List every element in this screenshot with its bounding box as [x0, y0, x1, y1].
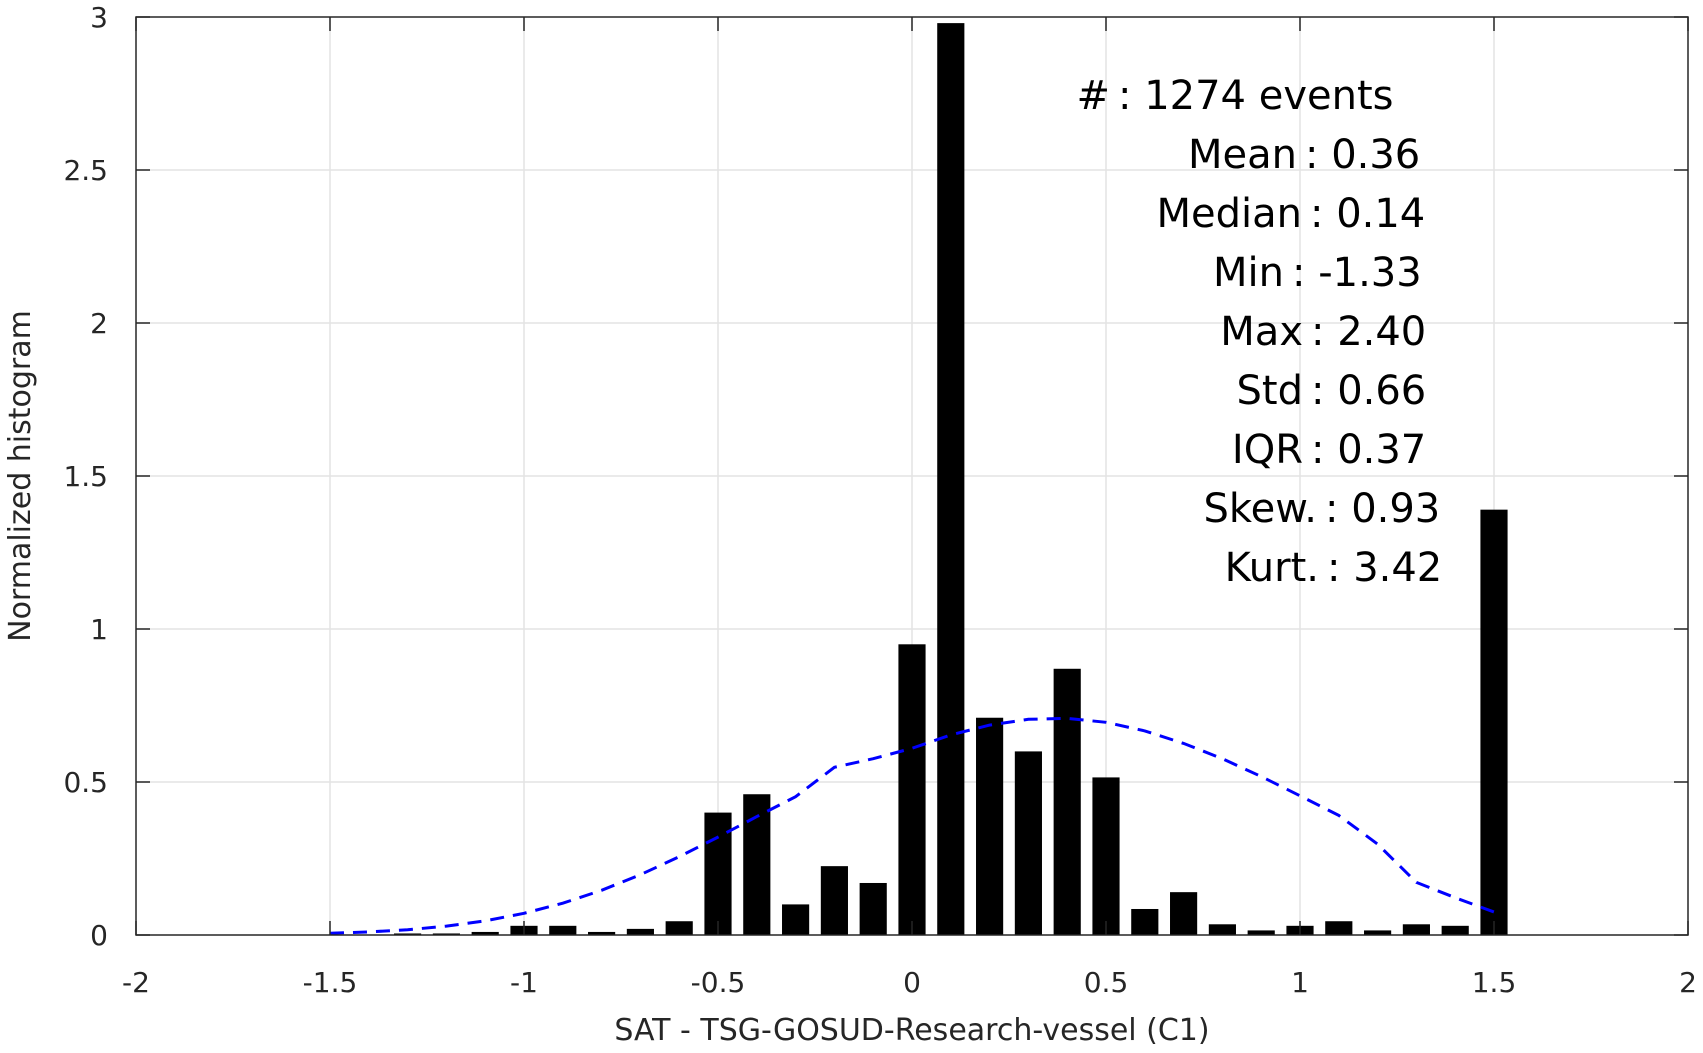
- histogram-bar: [1247, 930, 1275, 935]
- stat-value: : 0.37: [1311, 427, 1426, 473]
- y-tick-label: 1: [90, 613, 108, 646]
- y-axis-label: Normalized histogram: [3, 310, 38, 642]
- histogram-bar: [471, 931, 499, 935]
- stat-label: Std: [1237, 368, 1303, 414]
- stat-label: IQR: [1232, 427, 1303, 473]
- stat-label: Min: [1213, 250, 1284, 296]
- stat-value: : -1.33: [1292, 250, 1422, 296]
- x-tick-label: 0.5: [1084, 966, 1129, 999]
- histogram-bar: [898, 644, 926, 935]
- stat-label: Median: [1157, 191, 1303, 237]
- histogram-bar: [1208, 924, 1236, 935]
- histogram-bar: [1441, 925, 1469, 935]
- axes-box: [135, 16, 1689, 936]
- stat-value: : 3.42: [1327, 545, 1442, 591]
- histogram-bar: [1480, 509, 1508, 935]
- x-axis-label: SAT - TSG-GOSUD-Research-vessel (C1): [614, 1013, 1209, 1048]
- x-tick-labels: -2 -1.5 -1 -0.5 0 0.5 1 1.5 2: [122, 966, 1697, 999]
- histogram-bar: [1170, 892, 1198, 935]
- histogram-bar: [432, 933, 460, 935]
- histogram-bars: [394, 23, 1508, 936]
- histogram-bar: [782, 904, 810, 935]
- x-tick-label: 1.5: [1472, 966, 1517, 999]
- histogram-bar: [588, 931, 616, 935]
- y-tick-label: 3: [90, 1, 108, 34]
- histogram-bar: [937, 23, 965, 936]
- fit-line: [329, 716, 1495, 935]
- y-tick-label: 2.5: [63, 154, 108, 187]
- x-tick-label: 2: [1679, 966, 1697, 999]
- histogram-bar: [859, 882, 887, 935]
- x-tick-label: -1: [510, 966, 538, 999]
- histogram-bar: [549, 925, 577, 935]
- x-tick-label: -0.5: [691, 966, 746, 999]
- x-tick-label: -1.5: [303, 966, 358, 999]
- y-tick-label: 0.5: [63, 766, 108, 799]
- histogram-bar: [820, 866, 848, 935]
- stat-value: : 0.93: [1325, 486, 1440, 532]
- stat-value: : 2.40: [1311, 309, 1426, 355]
- stat-label: #: [1076, 73, 1110, 119]
- histogram-bar: [1053, 668, 1081, 935]
- x-tick-label: 0: [903, 966, 921, 999]
- histogram-bar: [1014, 751, 1042, 935]
- histogram-bar: [394, 933, 422, 935]
- stat-label: Max: [1220, 309, 1303, 355]
- stat-value: : 0.14: [1310, 191, 1425, 237]
- histogram-bar: [976, 717, 1004, 935]
- stat-value: : 0.66: [1311, 368, 1426, 414]
- histogram-bar: [1364, 930, 1392, 935]
- stat-label: Kurt.: [1225, 545, 1319, 591]
- histogram-bar: [626, 928, 654, 935]
- histogram-bar: [1092, 777, 1120, 935]
- histogram-bar: [1325, 921, 1353, 935]
- y-tick-label: 1.5: [63, 460, 108, 493]
- stat-value: : 1274 events: [1118, 73, 1393, 119]
- y-tick-label: 0: [90, 919, 108, 952]
- stat-label: Mean: [1188, 132, 1297, 178]
- histogram-bar: [1131, 908, 1159, 935]
- stat-label: Skew.: [1204, 486, 1318, 532]
- normal-fit-curve: [329, 716, 1495, 935]
- y-tick-labels: 0 0.5 1 1.5 2 2.5 3: [63, 1, 108, 952]
- histogram-bar: [1402, 924, 1430, 935]
- histogram-bar: [665, 921, 693, 935]
- y-tick-label: 2: [90, 307, 108, 340]
- grid-lines: [136, 17, 1688, 935]
- x-tick-label: 1: [1291, 966, 1309, 999]
- stat-value: : 0.36: [1305, 132, 1420, 178]
- x-tick-label: -2: [122, 966, 150, 999]
